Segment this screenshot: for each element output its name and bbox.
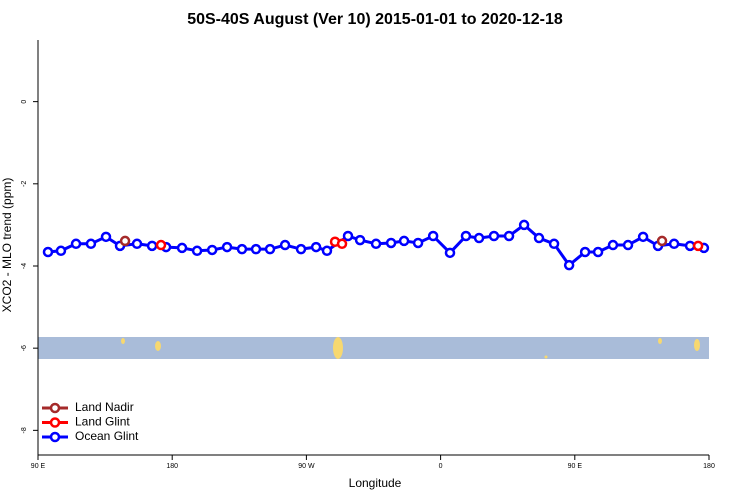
point [637,231,649,243]
land-mask [38,337,709,359]
point [70,238,82,250]
point [221,241,233,253]
point [236,243,248,255]
series [155,236,704,252]
point [354,234,366,246]
point [473,232,485,244]
y-tick-label: -8 [21,427,28,433]
point [264,243,276,255]
point [279,239,291,251]
point [592,246,604,258]
point [398,235,410,247]
legend-marker [49,402,61,414]
point [370,238,382,250]
point [488,230,500,242]
x-tick-label: 180 [703,463,715,470]
point [668,238,680,250]
y-tick-label: -6 [21,345,28,351]
x-tick-label: 90 W [298,463,315,470]
point [444,247,456,259]
point [295,243,307,255]
point [692,240,704,252]
point [146,240,158,252]
chart-title: 50S-40S August (Ver 10) 2015-01-01 to 20… [187,11,563,28]
point [119,235,131,247]
point [336,238,348,250]
point [656,235,668,247]
y-tick-label: 0 [21,100,28,104]
point [131,238,143,250]
ocean-band [38,337,709,359]
point [548,238,560,250]
series [42,219,710,271]
point [622,239,634,251]
land-patch [121,338,125,344]
x-axis-label: Longitude [349,476,402,490]
y-axis-label: XCO2 - MLO trend (ppm) [0,178,14,313]
point [100,231,112,243]
series [119,235,668,247]
point [460,230,472,242]
x-tick-label: 90 E [31,463,46,470]
point [55,245,67,257]
point [42,246,54,258]
land-patch [333,337,343,359]
legend-label: Ocean Glint [75,429,139,443]
y-tick-label: -2 [21,181,28,187]
point [563,259,575,271]
land-patch [544,355,548,359]
x-tick-label: 90 E [568,463,583,470]
x-tick-label: 0 [439,463,443,470]
point [191,245,203,257]
point [155,239,167,251]
point [503,230,515,242]
point [385,237,397,249]
point [321,245,333,257]
point [579,246,591,258]
point [684,240,696,252]
legend-label: Land Nadir [75,400,134,414]
land-patch [155,341,161,351]
point [533,232,545,244]
legend-label: Land Glint [75,415,130,429]
x-tick-label: 180 [166,463,178,470]
y-tick-label: -4 [21,263,28,269]
land-patch [694,339,700,351]
point [310,241,322,253]
point [607,239,619,251]
point [85,238,97,250]
land-patch [658,338,662,344]
point [427,230,439,242]
legend-marker [49,431,61,443]
point [342,230,354,242]
point [412,237,424,249]
legend-marker [49,417,61,428]
point [176,242,188,254]
point [518,219,530,231]
point [250,243,262,255]
point [206,244,218,256]
